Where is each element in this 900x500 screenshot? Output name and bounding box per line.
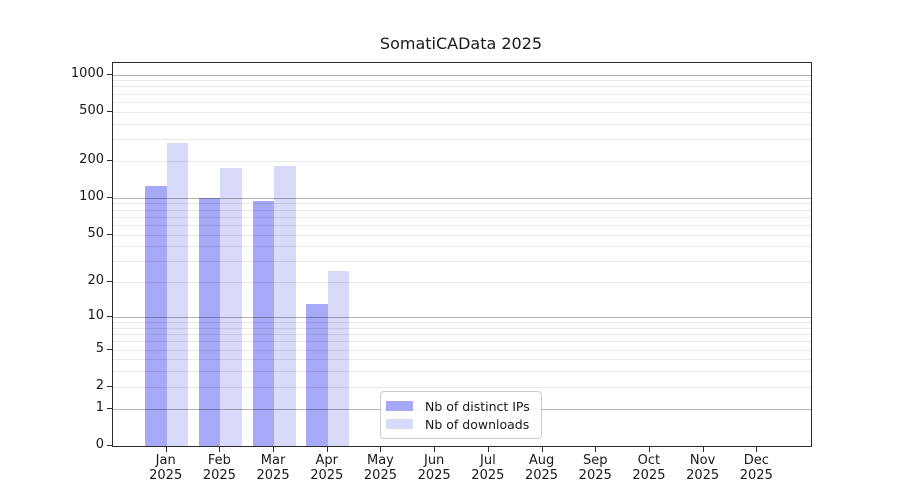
x-tick-label: Mar 2025 — [256, 453, 290, 483]
y-tick-mark — [107, 73, 112, 75]
y-tick-label: 100 — [79, 188, 104, 204]
y-tick-label: 10 — [87, 308, 104, 324]
y-tick-label: 50 — [87, 225, 104, 241]
x-tick-label: May 2025 — [363, 453, 397, 483]
x-tick-mark — [541, 447, 543, 452]
y-tick-label: 200 — [79, 151, 104, 167]
x-tick-mark — [756, 447, 758, 452]
y-tick-mark — [107, 281, 112, 283]
plot-area: Nb of distinct IPs Nb of downloads — [112, 62, 812, 447]
x-tick-mark — [487, 447, 489, 452]
y-tick-mark — [107, 407, 112, 409]
x-tick-mark — [648, 447, 650, 452]
x-tick-label: Jun 2025 — [417, 453, 451, 483]
x-tick-label: Apr 2025 — [310, 453, 344, 483]
y-tick-label: 1 — [95, 399, 104, 415]
legend: Nb of distinct IPs Nb of downloads — [380, 391, 542, 439]
y-tick-mark — [107, 196, 112, 198]
x-tick-mark — [595, 447, 597, 452]
legend-entry: Nb of downloads — [386, 415, 535, 433]
y-tick-label: 5 — [95, 340, 104, 356]
bar-nb-of-distinct-ips-mar — [252, 201, 275, 446]
x-tick-mark — [165, 447, 167, 452]
bar-nb-of-downloads-mar — [274, 166, 296, 446]
x-tick-label: Jul 2025 — [471, 453, 505, 483]
y-tick-label: 1000 — [70, 65, 104, 81]
y-tick-label: 2 — [95, 377, 104, 393]
x-tick-mark — [219, 447, 221, 452]
y-tick-mark — [107, 316, 112, 318]
bar-nb-of-distinct-ips-feb — [198, 197, 221, 446]
bar-nb-of-downloads-apr — [327, 270, 350, 446]
x-tick-label: Oct 2025 — [632, 453, 666, 483]
x-tick-label: Aug 2025 — [524, 453, 559, 483]
legend-swatch — [386, 401, 413, 411]
x-tick-label: Dec 2025 — [739, 453, 773, 483]
y-tick-label: 500 — [79, 102, 104, 118]
chart-title: SomatiCAData 2025 — [379, 34, 543, 53]
y-tick-mark — [107, 348, 112, 350]
x-tick-label: Sep 2025 — [578, 453, 612, 483]
y-tick-mark — [107, 159, 112, 161]
bars-layer — [113, 63, 811, 446]
bar-nb-of-distinct-ips-jan — [145, 185, 167, 446]
legend-label: Nb of downloads — [425, 416, 530, 432]
bar-nb-of-distinct-ips-apr — [306, 304, 328, 446]
x-tick-mark — [326, 447, 328, 452]
bar-nb-of-downloads-jan — [166, 143, 189, 446]
x-tick-mark — [702, 447, 704, 452]
legend-entry: Nb of distinct IPs — [386, 397, 535, 415]
y-tick-label: 20 — [87, 273, 104, 289]
y-tick-mark — [107, 445, 112, 446]
x-tick-label: Jan 2025 — [149, 453, 183, 483]
x-tick-label: Feb 2025 — [202, 453, 236, 483]
y-tick-mark — [107, 233, 112, 235]
y-tick-label: 0 — [95, 437, 104, 452]
x-tick-mark — [273, 447, 275, 452]
x-tick-mark — [380, 447, 382, 452]
bar-nb-of-downloads-feb — [220, 167, 242, 446]
y-tick-mark — [107, 110, 112, 112]
x-tick-mark — [434, 447, 436, 452]
y-tick-mark — [107, 385, 112, 387]
legend-swatch — [386, 419, 413, 429]
x-tick-label: Nov 2025 — [686, 453, 720, 483]
legend-label: Nb of distinct IPs — [425, 398, 530, 414]
